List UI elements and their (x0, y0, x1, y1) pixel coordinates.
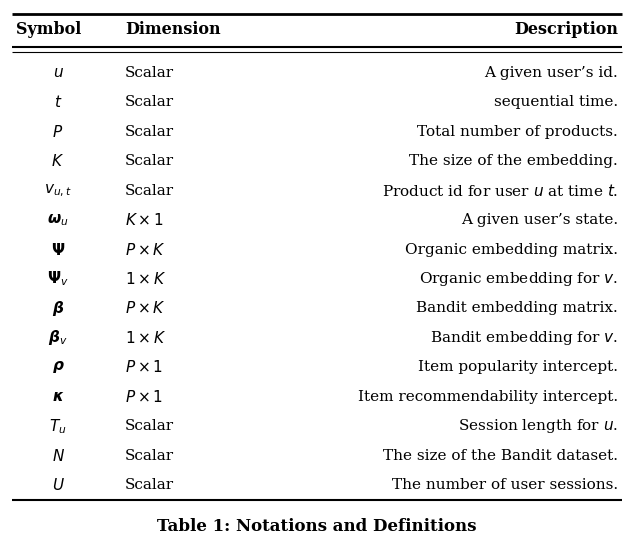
Text: $P \times 1$: $P \times 1$ (125, 359, 163, 375)
Text: $\boldsymbol{\Psi}_v$: $\boldsymbol{\Psi}_v$ (47, 270, 68, 288)
Text: Scalar: Scalar (125, 124, 174, 139)
Text: Scalar: Scalar (125, 66, 174, 79)
Text: A given user’s id.: A given user’s id. (484, 66, 618, 79)
Text: $P \times K$: $P \times K$ (125, 300, 166, 316)
Text: $\mathit{P}$: $\mathit{P}$ (53, 124, 63, 140)
Text: $\mathit{U}$: $\mathit{U}$ (51, 477, 65, 493)
Text: Bandit embedding matrix.: Bandit embedding matrix. (417, 301, 618, 316)
Text: Item recommendability intercept.: Item recommendability intercept. (358, 390, 618, 404)
Text: $\mathit{T}_u$: $\mathit{T}_u$ (49, 417, 67, 436)
Text: Symbol: Symbol (16, 21, 81, 38)
Text: $\mathit{v}_{u,t}$: $\mathit{v}_{u,t}$ (44, 182, 72, 199)
Text: $\boldsymbol{\kappa}$: $\boldsymbol{\kappa}$ (52, 390, 64, 404)
Text: $\mathit{N}$: $\mathit{N}$ (51, 448, 65, 464)
Text: Product id for user $\mathit{u}$ at time $\mathit{t}$.: Product id for user $\mathit{u}$ at time… (382, 182, 618, 198)
Text: $\boldsymbol{\beta}_v$: $\boldsymbol{\beta}_v$ (48, 328, 68, 347)
Text: A given user’s state.: A given user’s state. (461, 213, 618, 227)
Text: Scalar: Scalar (125, 95, 174, 109)
Text: Organic embedding matrix.: Organic embedding matrix. (405, 243, 618, 256)
Text: Scalar: Scalar (125, 154, 174, 168)
Text: $\boldsymbol{\rho}$: $\boldsymbol{\rho}$ (52, 359, 64, 375)
Text: $\mathit{K}$: $\mathit{K}$ (51, 153, 65, 169)
Text: $\mathit{u}$: $\mathit{u}$ (53, 66, 63, 79)
Text: $\boldsymbol{\omega}_u$: $\boldsymbol{\omega}_u$ (47, 212, 69, 228)
Text: Scalar: Scalar (125, 478, 174, 492)
Text: $P \times 1$: $P \times 1$ (125, 389, 163, 405)
Text: The number of user sessions.: The number of user sessions. (392, 478, 618, 492)
Text: The size of the Bandit dataset.: The size of the Bandit dataset. (383, 449, 618, 463)
Text: Scalar: Scalar (125, 449, 174, 463)
Text: $\mathit{t}$: $\mathit{t}$ (54, 94, 62, 110)
Text: Scalar: Scalar (125, 419, 174, 433)
Text: $K \times 1$: $K \times 1$ (125, 212, 164, 228)
Text: Session length for $\mathit{u}$.: Session length for $\mathit{u}$. (458, 418, 618, 435)
Text: Description: Description (514, 21, 618, 38)
Text: $\boldsymbol{\Psi}$: $\boldsymbol{\Psi}$ (51, 242, 65, 258)
Text: Item popularity intercept.: Item popularity intercept. (418, 361, 618, 374)
Text: $1 \times K$: $1 \times K$ (125, 330, 167, 346)
Text: Bandit embedding for $\mathit{v}$.: Bandit embedding for $\mathit{v}$. (430, 329, 618, 347)
Text: $P \times K$: $P \times K$ (125, 242, 166, 258)
Text: Dimension: Dimension (125, 21, 221, 38)
Text: Organic embedding for $\mathit{v}$.: Organic embedding for $\mathit{v}$. (419, 270, 618, 288)
Text: Total number of products.: Total number of products. (417, 124, 618, 139)
Text: $1 \times K$: $1 \times K$ (125, 271, 167, 287)
Text: Table 1: Notations and Definitions: Table 1: Notations and Definitions (157, 518, 477, 535)
Text: Scalar: Scalar (125, 184, 174, 198)
Text: sequential time.: sequential time. (494, 95, 618, 109)
Text: $\boldsymbol{\beta}$: $\boldsymbol{\beta}$ (52, 299, 64, 318)
Text: The size of the embedding.: The size of the embedding. (410, 154, 618, 168)
